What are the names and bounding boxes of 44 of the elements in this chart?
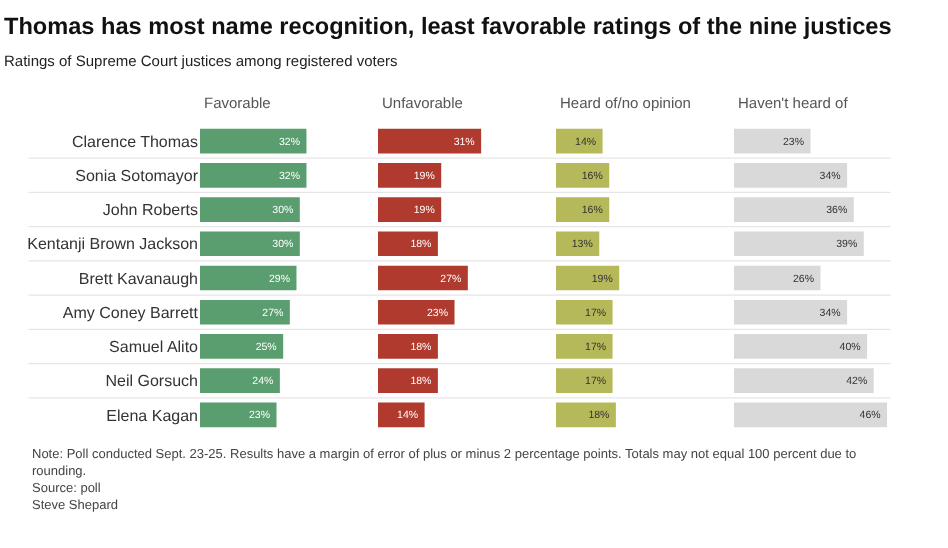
y-tick-label: Brett Kavanaugh — [78, 269, 198, 288]
bar — [200, 299, 290, 325]
bar — [556, 299, 613, 325]
bar — [556, 163, 610, 188]
bar — [734, 128, 811, 154]
bar — [200, 265, 297, 291]
y-tick-label: Samuel Alito — [109, 338, 200, 357]
bar — [734, 299, 848, 325]
bar — [378, 163, 442, 188]
bar — [734, 163, 848, 188]
bar — [734, 265, 821, 291]
y-tick-label: Kentanji Brown Jackson — [27, 235, 198, 254]
bar — [378, 368, 438, 393]
bar — [556, 231, 600, 257]
bar — [200, 231, 300, 257]
bar — [556, 265, 620, 291]
bar — [200, 163, 307, 188]
bar — [378, 128, 482, 154]
bar — [734, 402, 888, 428]
bar — [734, 231, 864, 257]
y-tick-label: John Roberts — [102, 201, 198, 220]
y-tick-label: Neil Gorsuch — [105, 372, 198, 391]
y-tick-label: Clarence Thomas — [72, 132, 198, 151]
bar — [200, 197, 300, 222]
bar — [556, 334, 613, 359]
bar — [556, 402, 616, 428]
bar — [378, 334, 438, 359]
y-tick-label: Amy Coney Barrett — [62, 303, 200, 322]
bar — [200, 368, 280, 393]
bar — [734, 334, 868, 359]
bar — [200, 402, 277, 428]
y-tick-label: Sonia Sotomayor — [75, 166, 199, 185]
bar — [734, 197, 854, 222]
bar — [378, 265, 468, 291]
bar — [200, 334, 284, 359]
bar — [200, 128, 307, 154]
text: Thomas has most name recognition, least favorable ratings of the nine justices — [4, 12, 893, 40]
y-tick-label: Elena Kagan — [106, 406, 198, 425]
bar — [378, 231, 438, 257]
bar — [378, 197, 442, 222]
bar — [378, 299, 455, 325]
bar — [556, 368, 613, 393]
bar — [734, 368, 874, 393]
bar — [556, 197, 610, 222]
